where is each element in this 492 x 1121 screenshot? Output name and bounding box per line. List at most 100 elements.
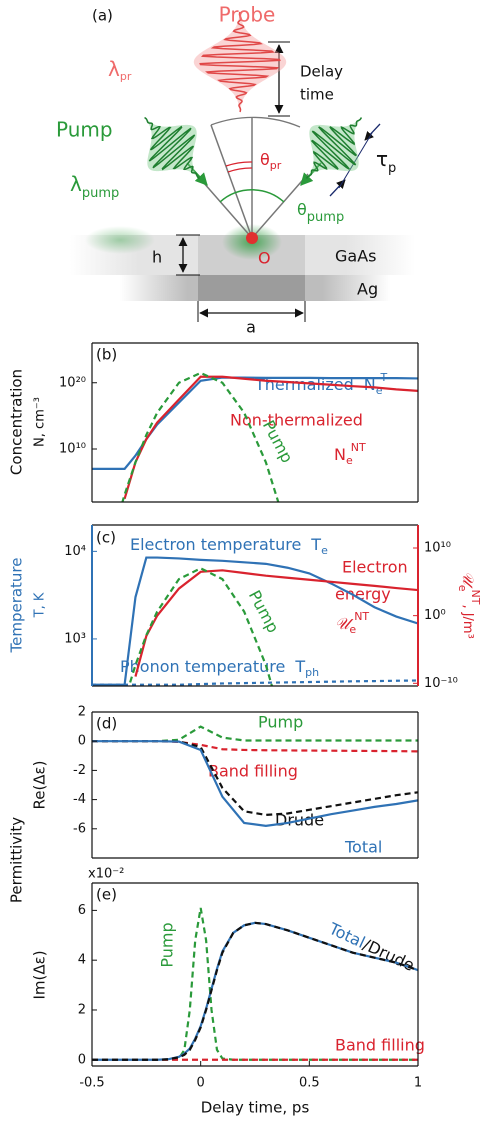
y-tick-label: 0 [78,734,86,749]
gaas-label: GaAs [335,247,376,266]
ag-block [198,275,305,301]
y-tick-label: -2 [73,763,86,778]
subscript: p [388,161,396,176]
y-axis-label: Re(Δε) [31,760,49,809]
panel-label: (d) [96,715,117,733]
series-label: Pump [258,713,303,732]
y-tick-label: 10⁴ [64,544,86,559]
origin-dot [246,232,258,244]
series-line [92,556,418,686]
probe-line [210,124,253,239]
symbol: θ [297,200,307,219]
series-label: 𝒰eNT [335,610,369,636]
subscript: e [321,544,328,557]
series-line [92,740,418,753]
label: Electron temperature [130,535,301,554]
symbol: λ [70,172,82,196]
panel-label: (b) [96,346,117,364]
series-line [92,679,418,686]
series-label: Pump [158,922,177,967]
subscript: pr [270,159,282,172]
y2-tick-label: 10¹⁰ [424,540,451,555]
symbol: 𝒰 [335,614,354,633]
theta-pr-arc [227,167,253,173]
series-line [121,371,280,502]
x-tick-label: 1 [414,1076,422,1091]
delay-label: time [300,86,334,104]
tau-p: τp [376,147,396,176]
y-axis-label: N, cm⁻³ [33,397,48,447]
x-axis-label: Delay time, ps [201,1099,310,1117]
superscript: NT [354,610,369,623]
y-axis-label: Concentration [8,369,26,475]
label: Phonon temperature [120,657,285,676]
glow [85,226,155,254]
tau-line [338,132,373,189]
x-tick-label: -0.5 [79,1076,104,1091]
x-tick-label: 0.5 [299,1076,320,1091]
series-label: Non-thermalized [230,411,363,430]
symbol: T [294,657,305,676]
origin-label: O [258,249,271,268]
panel-label: (a) [92,7,113,25]
series-label: Total [344,838,382,857]
series-label: Band filling [208,762,298,781]
lambda-pr: λpr [108,57,132,84]
panel-label: (e) [96,886,117,904]
y-tick-label: -6 [73,821,86,836]
y2-tick-label: 10⁰ [424,608,446,623]
symbol: τ [376,147,388,171]
a-label: a [246,318,256,337]
series-label: Electron [342,558,408,577]
series-label: energy [335,585,391,604]
symbol: N [334,445,346,464]
x-tick-label: 0 [197,1076,205,1091]
y-tick-label: 10²⁰ [59,375,86,390]
packet-wave [144,116,200,180]
y2-axis-label: 𝒰eNT, J/m³ [456,571,482,639]
series-line [123,375,418,500]
packet-wave [199,11,281,113]
series-label: Phonon temperature Tph [120,657,319,680]
subscript: pr [120,70,132,83]
y-tick-label: 4 [78,953,86,968]
subscript: e [349,623,356,636]
label: /Drude [360,934,417,974]
superscript: NT [351,441,366,454]
symbol: θ [260,150,270,169]
symbol: T [310,535,321,554]
y-axis-label: T, K [33,592,48,618]
y-tick-label: 10³ [64,631,86,646]
y-tick-label: 6 [78,903,86,918]
series-line [134,569,418,677]
panel-label: (c) [96,529,116,547]
theta-pr: θpr [260,150,282,173]
subscript: e [346,454,353,467]
series-line [92,921,418,1061]
group-label: Permittivity [8,817,26,903]
symbol: N [364,375,376,394]
symbol: λ [108,57,120,81]
symbol: 𝒰 [460,571,478,589]
theta-pump: θpump [297,200,344,225]
y-tick-label: 10¹⁰ [59,442,86,457]
y-tick-label: 2 [78,705,86,720]
packet-wave [305,117,363,179]
probe-label: Probe [219,3,276,27]
series-label: Band filling [335,1036,425,1055]
y2-tick-label: 10⁻¹⁰ [424,676,458,691]
h-label: h [152,248,162,267]
lambda-pump: λpump [70,172,119,201]
subscript: ph [305,666,319,679]
unit: , J/m³ [461,604,476,638]
wave-packets [144,11,363,180]
series-line [92,725,418,743]
sample [70,41,415,322]
subscript: pump [82,186,119,201]
pump-line [251,173,309,239]
theta-pr-arc [225,161,253,167]
subscript: e [456,585,469,592]
tau-arrow [364,123,381,141]
y-multiplier: x10⁻² [88,867,124,882]
